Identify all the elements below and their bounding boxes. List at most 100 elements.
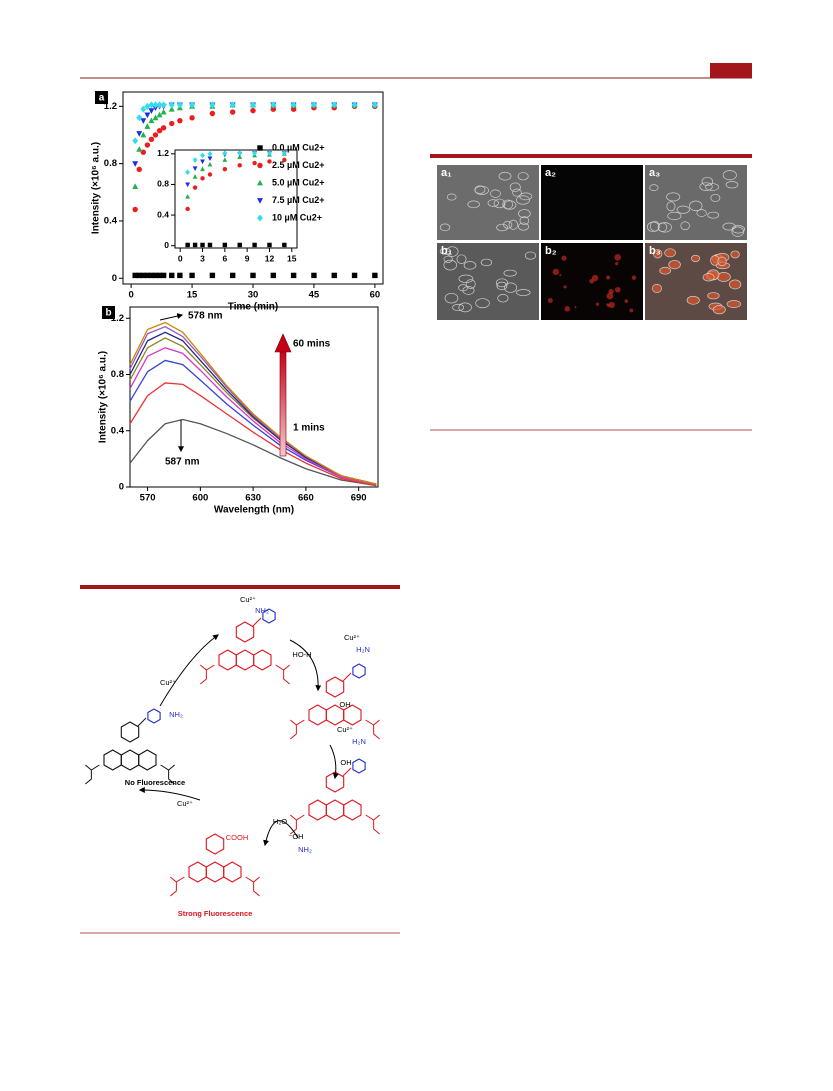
- cell-signal: [606, 275, 611, 280]
- point: [257, 162, 263, 169]
- cell: [498, 171, 512, 181]
- x-tick-label: 15: [287, 253, 297, 263]
- point: [140, 131, 147, 138]
- cell: [696, 209, 707, 217]
- ring: [188, 861, 207, 883]
- point: [209, 101, 216, 109]
- micrograph-label: a₁: [441, 167, 452, 179]
- point: [207, 242, 213, 248]
- cell: [512, 188, 522, 197]
- amide-link: [252, 617, 262, 627]
- point: [209, 110, 216, 117]
- time-arrow-head: [274, 333, 292, 353]
- point: [257, 145, 263, 151]
- cell: [443, 259, 458, 271]
- point: [144, 142, 151, 148]
- point: [282, 157, 287, 163]
- cell: [664, 248, 676, 258]
- point: [169, 120, 175, 127]
- scheme-label: HO-H: [292, 650, 311, 659]
- point: [140, 105, 147, 113]
- point: [252, 160, 257, 166]
- point: [222, 157, 228, 162]
- point: [237, 154, 243, 159]
- cell: [717, 256, 727, 267]
- point: [140, 118, 147, 124]
- point: [229, 101, 236, 109]
- ring: [262, 608, 276, 624]
- scheme-label: H₂N: [356, 645, 370, 654]
- point: [372, 272, 378, 279]
- cell: [518, 209, 531, 219]
- cell-signal: [552, 268, 560, 276]
- cell-signal: [615, 262, 619, 266]
- point: [156, 111, 163, 118]
- point: [156, 272, 163, 279]
- point: [136, 114, 143, 122]
- point: [185, 169, 191, 176]
- ring: [308, 704, 327, 726]
- y-tick-label: 0: [119, 482, 124, 493]
- panel-label: b: [105, 308, 111, 319]
- reaction-arrow: [138, 787, 201, 801]
- ring: [138, 749, 157, 771]
- x-tick-label: 690: [351, 493, 367, 504]
- x-tick-label: 60: [370, 290, 381, 301]
- scheme-label: Cu²⁺: [177, 799, 193, 808]
- y-tick-label: 1.2: [157, 148, 169, 158]
- point: [257, 179, 263, 186]
- cell: [497, 294, 509, 303]
- point: [156, 101, 163, 109]
- point: [250, 101, 256, 109]
- point: [148, 136, 155, 142]
- cell: [475, 298, 490, 309]
- y-tick-label: 0.4: [157, 209, 169, 219]
- point: [185, 194, 191, 199]
- cell: [439, 223, 451, 232]
- ring: [120, 721, 140, 743]
- cell: [667, 211, 682, 221]
- ring: [253, 649, 272, 671]
- scheme-label: OH: [339, 700, 350, 709]
- legend-label: 7.5 µM Cu2+: [272, 195, 324, 205]
- point: [371, 101, 378, 109]
- legend-label: 5.0 µM Cu2+: [272, 177, 324, 187]
- ring: [235, 649, 255, 671]
- point: [132, 272, 138, 279]
- point: [156, 127, 163, 134]
- point: [250, 107, 256, 114]
- point: [192, 242, 198, 248]
- point: [200, 242, 205, 248]
- time-arrow-shaft: [279, 349, 287, 457]
- scheme-label: H₂N: [352, 737, 366, 746]
- point: [222, 242, 228, 248]
- ring: [325, 771, 345, 793]
- point: [200, 152, 205, 159]
- cell: [701, 176, 714, 187]
- point: [200, 159, 205, 165]
- point: [140, 272, 147, 279]
- point: [144, 112, 151, 119]
- point: [185, 206, 190, 212]
- annotation: 60 mins: [293, 339, 331, 350]
- point: [207, 150, 213, 157]
- ethyl-groups: [290, 719, 380, 740]
- scheme-label: NH₂: [169, 710, 183, 719]
- x-tick-label: 9: [245, 253, 250, 263]
- spectrum-line: [129, 331, 377, 485]
- point: [207, 156, 213, 162]
- point: [282, 242, 287, 248]
- point: [177, 117, 183, 124]
- amide-link: [342, 672, 352, 682]
- point: [222, 166, 228, 172]
- y-tick-label: 0.4: [111, 425, 125, 436]
- cell: [712, 305, 726, 315]
- point: [177, 272, 183, 279]
- cell: [680, 221, 690, 231]
- point: [192, 185, 198, 190]
- ring: [343, 799, 362, 821]
- ethyl-groups: [200, 664, 290, 685]
- point: [200, 176, 205, 181]
- ring: [205, 833, 225, 855]
- point: [209, 272, 216, 279]
